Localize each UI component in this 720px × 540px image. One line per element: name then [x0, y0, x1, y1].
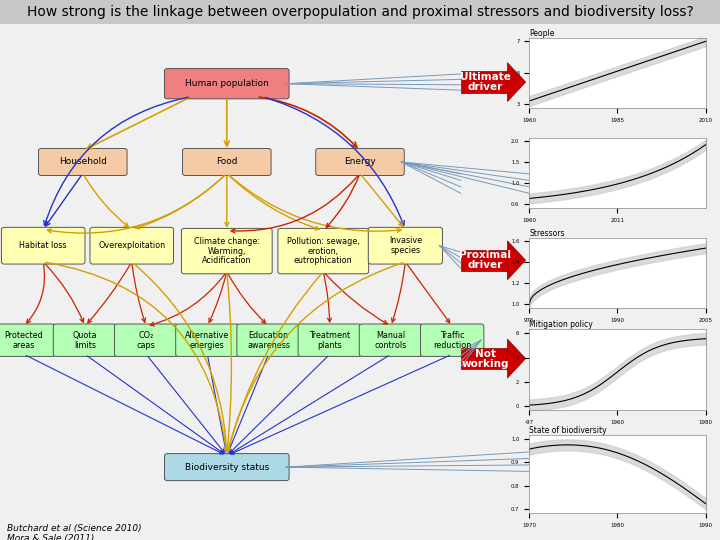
Text: State of biodiversity: State of biodiversity — [529, 426, 607, 435]
FancyBboxPatch shape — [90, 227, 174, 264]
Text: Traffic
reduction: Traffic reduction — [433, 331, 472, 349]
FancyBboxPatch shape — [316, 148, 405, 176]
FancyBboxPatch shape — [237, 324, 300, 356]
Text: Manual
controls: Manual controls — [375, 331, 407, 349]
FancyBboxPatch shape — [461, 249, 508, 271]
Text: How strong is the linkage between overpopulation and proximal stressors and biod: How strong is the linkage between overpo… — [27, 5, 693, 19]
Text: Not
working: Not working — [462, 348, 509, 369]
FancyBboxPatch shape — [359, 324, 423, 356]
FancyBboxPatch shape — [53, 324, 117, 356]
Text: Stressors: Stressors — [529, 228, 564, 238]
Text: Mitigation policy: Mitigation policy — [529, 320, 593, 329]
Text: Human population: Human population — [185, 79, 269, 88]
Text: Alternative
energies: Alternative energies — [185, 331, 230, 349]
Text: Quota
limits: Quota limits — [73, 331, 97, 349]
FancyBboxPatch shape — [0, 324, 55, 356]
Text: Biodiversity status: Biodiversity status — [184, 463, 269, 471]
Text: Habitat loss: Habitat loss — [19, 241, 67, 250]
FancyBboxPatch shape — [39, 148, 127, 176]
Text: Butchard et al (Science 2010)
Mora & Sale (2011): Butchard et al (Science 2010) Mora & Sal… — [7, 524, 142, 540]
FancyBboxPatch shape — [278, 228, 369, 274]
Text: Overexploitation: Overexploitation — [98, 241, 166, 250]
Text: Treatment
plants: Treatment plants — [309, 331, 351, 349]
FancyBboxPatch shape — [183, 148, 271, 176]
FancyBboxPatch shape — [114, 324, 178, 356]
FancyBboxPatch shape — [461, 71, 508, 93]
Text: Ultimate
driver: Ultimate driver — [460, 72, 511, 92]
Text: Education
awareness: Education awareness — [247, 331, 290, 349]
Polygon shape — [508, 241, 526, 280]
Text: Proximal
driver: Proximal driver — [459, 250, 511, 271]
Text: Invasive
species: Invasive species — [389, 237, 422, 255]
FancyBboxPatch shape — [181, 228, 272, 274]
Text: Food: Food — [216, 158, 238, 166]
Polygon shape — [508, 63, 526, 102]
FancyBboxPatch shape — [298, 324, 361, 356]
Text: CO₂
caps: CO₂ caps — [137, 331, 156, 349]
FancyBboxPatch shape — [420, 324, 484, 356]
Text: Household: Household — [59, 158, 107, 166]
FancyBboxPatch shape — [0, 0, 720, 24]
FancyBboxPatch shape — [1, 227, 85, 264]
FancyBboxPatch shape — [176, 324, 239, 356]
Text: Climate change:
Warming,
Acidification: Climate change: Warming, Acidification — [194, 237, 260, 265]
FancyBboxPatch shape — [164, 454, 289, 481]
Polygon shape — [508, 339, 526, 378]
Text: Energy: Energy — [344, 158, 376, 166]
Text: People: People — [529, 29, 554, 38]
Text: Protected
areas: Protected areas — [4, 331, 43, 349]
FancyBboxPatch shape — [461, 348, 508, 369]
FancyBboxPatch shape — [164, 69, 289, 99]
FancyBboxPatch shape — [368, 227, 442, 264]
Text: Pollution: sewage,
erotion,
eutrophication: Pollution: sewage, erotion, eutrophicati… — [287, 237, 359, 265]
